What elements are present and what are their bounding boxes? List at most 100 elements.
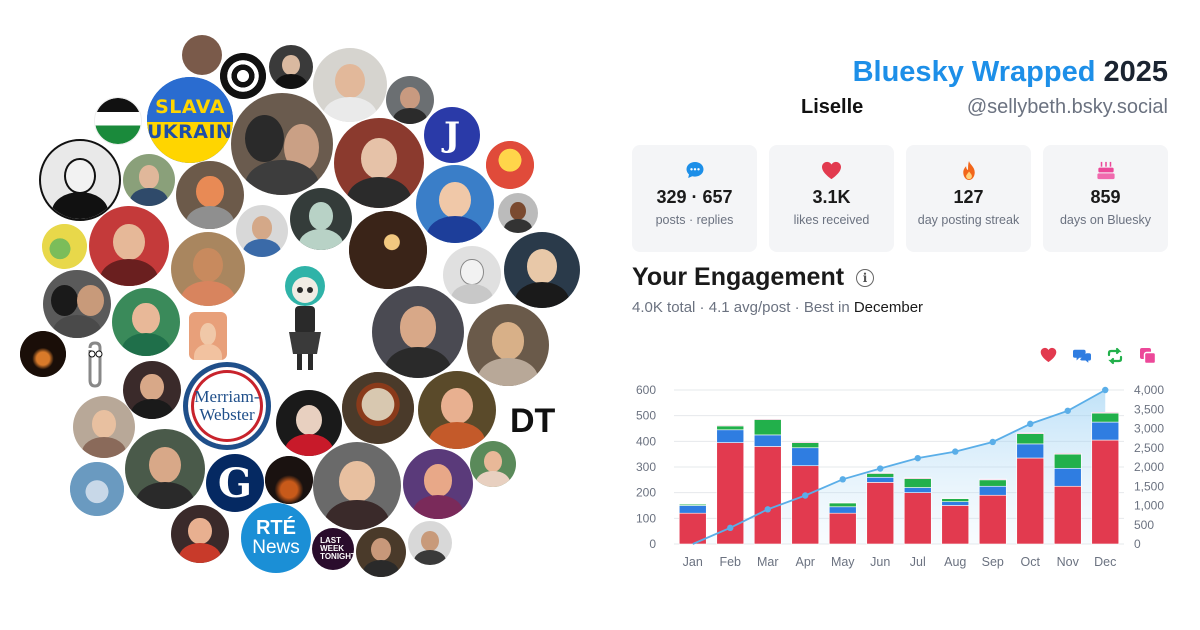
avatar[interactable]	[416, 165, 494, 243]
heart-icon[interactable]	[1040, 347, 1058, 365]
avatar[interactable]	[418, 371, 496, 449]
bar-segment	[978, 479, 1007, 487]
avatar[interactable]	[20, 331, 66, 377]
bar-segment	[941, 498, 970, 502]
reply-bubble-icon[interactable]	[1073, 347, 1091, 365]
x-tick-label: Nov	[1057, 555, 1080, 569]
avg-per-post: 4.1 avg/post	[708, 299, 791, 316]
avatar[interactable]	[276, 390, 342, 456]
chart-legend	[1040, 347, 1157, 365]
stat-card-streak: 127 day posting streak	[906, 145, 1031, 252]
avatar-j-logo[interactable]: J	[424, 107, 480, 163]
repost-icon[interactable]	[1106, 347, 1124, 365]
bar-segment	[978, 478, 1007, 481]
avatar[interactable]	[372, 286, 464, 378]
cumulative-point	[877, 465, 884, 472]
bar-segment	[903, 487, 932, 493]
avatar-last-week-tonight[interactable]: LAST WEEK TONIGHT	[312, 528, 354, 570]
avatar[interactable]	[39, 139, 121, 221]
title-year: 2025	[1103, 56, 1168, 88]
avatar[interactable]	[313, 442, 401, 530]
cumulative-point	[764, 506, 771, 513]
info-icon[interactable]: i	[856, 268, 875, 287]
bar-segment	[678, 503, 707, 505]
avatar[interactable]	[290, 188, 352, 250]
avatar[interactable]	[467, 304, 549, 386]
paperclip-icon[interactable]	[84, 340, 106, 390]
posts-replies-label: posts · replies	[655, 213, 734, 227]
cumulative-point	[914, 454, 921, 462]
avatar[interactable]	[269, 45, 313, 89]
avatar[interactable]	[171, 232, 245, 306]
likes-label: likes received	[793, 213, 870, 227]
avatar[interactable]	[349, 211, 427, 289]
quote-icon[interactable]	[1139, 347, 1157, 365]
anime-figure-avatar[interactable]	[275, 254, 335, 374]
avatar[interactable]	[486, 141, 534, 189]
engagement-chart: 0 100 200 300 400 500 600 0 500 1,000 1,500 2,000 2,…	[636, 383, 1164, 569]
avatar-slava-ukraini[interactable]: SLAVA UKRAINI	[147, 77, 233, 163]
avatar[interactable]	[112, 288, 180, 356]
bar-segment	[1016, 457, 1045, 545]
avatar[interactable]	[189, 312, 227, 360]
bar-segment	[828, 502, 857, 504]
avatar[interactable]	[356, 527, 406, 577]
bar-segment	[941, 505, 970, 545]
bar-segment	[1053, 485, 1082, 545]
y-left-tick-label: 100	[636, 511, 656, 525]
bar-segment	[1091, 412, 1120, 423]
y-right-tick-label: 2,000	[1134, 460, 1164, 474]
avatar[interactable]	[73, 396, 135, 458]
x-tick-label: Oct	[1021, 555, 1041, 569]
avatar[interactable]	[125, 429, 205, 509]
avatar[interactable]	[231, 93, 333, 195]
avatar-rte-news[interactable]: RTÉ News	[241, 503, 311, 573]
avatar[interactable]	[265, 456, 313, 504]
avatar[interactable]	[171, 505, 229, 563]
avatar[interactable]	[342, 372, 414, 444]
avatar[interactable]	[403, 449, 473, 519]
cumulative-point	[839, 476, 846, 483]
avatar[interactable]	[313, 48, 387, 122]
avatar[interactable]	[70, 462, 124, 516]
avatar[interactable]	[94, 97, 142, 145]
avatar[interactable]	[334, 118, 424, 208]
avatar-merriam-webster[interactable]: Merriam- Webster	[183, 362, 271, 450]
page-title: Bluesky Wrapped 2025	[853, 56, 1168, 89]
x-tick-label: Jun	[870, 555, 890, 569]
user-handle[interactable]: @sellybeth.bsky.social	[966, 96, 1168, 118]
bar-segment	[678, 512, 707, 545]
avatar[interactable]	[408, 521, 452, 565]
avatar[interactable]	[123, 154, 175, 206]
y-left-tick-label: 400	[636, 434, 656, 448]
bar-segment	[716, 442, 745, 545]
dt-logo[interactable]: DT	[510, 402, 556, 440]
avatar[interactable]	[43, 270, 111, 338]
avatar[interactable]	[504, 232, 580, 308]
speech-bubble-icon	[686, 162, 703, 178]
bar-segment	[866, 473, 895, 478]
avatar[interactable]	[443, 246, 501, 304]
avatar[interactable]	[89, 206, 169, 286]
x-tick-label: May	[831, 555, 855, 569]
bar-segment	[903, 478, 932, 488]
avatar[interactable]	[386, 76, 434, 124]
y-left-tick-label: 200	[636, 486, 656, 500]
y-right-tick-label: 1,500	[1134, 479, 1164, 493]
bar-segment	[941, 497, 970, 499]
avatar[interactable]	[470, 441, 516, 487]
days-label: days on Bluesky	[1059, 213, 1152, 227]
avatar[interactable]	[182, 35, 222, 75]
bar-segment	[753, 434, 782, 447]
avatar[interactable]	[498, 193, 538, 233]
x-tick-label: Aug	[944, 555, 966, 569]
engagement-title: Your Engagement	[632, 263, 845, 291]
avatar-guardian-logo[interactable]: G	[206, 454, 264, 512]
avatar[interactable]	[176, 161, 244, 229]
stat-card-posts: 329 · 657 posts · replies	[632, 145, 757, 252]
avatar[interactable]	[123, 361, 181, 419]
bar-segment	[1016, 432, 1045, 434]
bar-segment	[1091, 421, 1120, 441]
avatar[interactable]	[236, 205, 288, 257]
avatar[interactable]	[42, 224, 87, 269]
